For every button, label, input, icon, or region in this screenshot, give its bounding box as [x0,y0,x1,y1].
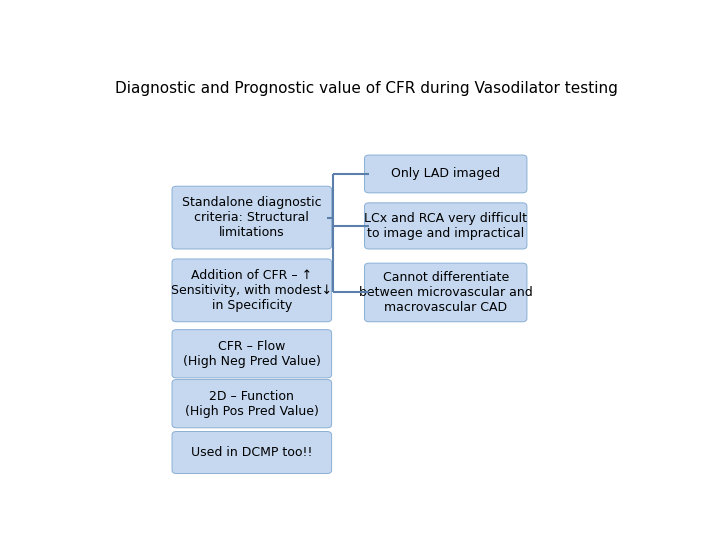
Text: Only LAD imaged: Only LAD imaged [391,167,500,180]
Text: Addition of CFR – ↑
Sensitivity, with modest↓
in Specificity: Addition of CFR – ↑ Sensitivity, with mo… [171,269,333,312]
FancyBboxPatch shape [364,155,527,193]
Text: Used in DCMP too!!: Used in DCMP too!! [191,446,312,459]
FancyBboxPatch shape [172,329,332,378]
FancyBboxPatch shape [364,203,527,249]
FancyBboxPatch shape [172,259,332,322]
FancyBboxPatch shape [364,263,527,322]
FancyBboxPatch shape [172,431,332,474]
Text: Cannot differentiate
between microvascular and
macrovascular CAD: Cannot differentiate between microvascul… [359,271,533,314]
FancyBboxPatch shape [172,186,332,249]
Text: LCx and RCA very difficult
to image and impractical: LCx and RCA very difficult to image and … [364,212,527,240]
Text: Standalone diagnostic
criteria: Structural
limitations: Standalone diagnostic criteria: Structur… [182,196,322,239]
Text: CFR – Flow
(High Neg Pred Value): CFR – Flow (High Neg Pred Value) [183,340,320,368]
Text: Diagnostic and Prognostic value of CFR during Vasodilator testing: Diagnostic and Prognostic value of CFR d… [115,82,618,97]
FancyBboxPatch shape [172,380,332,428]
Text: 2D – Function
(High Pos Pred Value): 2D – Function (High Pos Pred Value) [185,390,319,417]
